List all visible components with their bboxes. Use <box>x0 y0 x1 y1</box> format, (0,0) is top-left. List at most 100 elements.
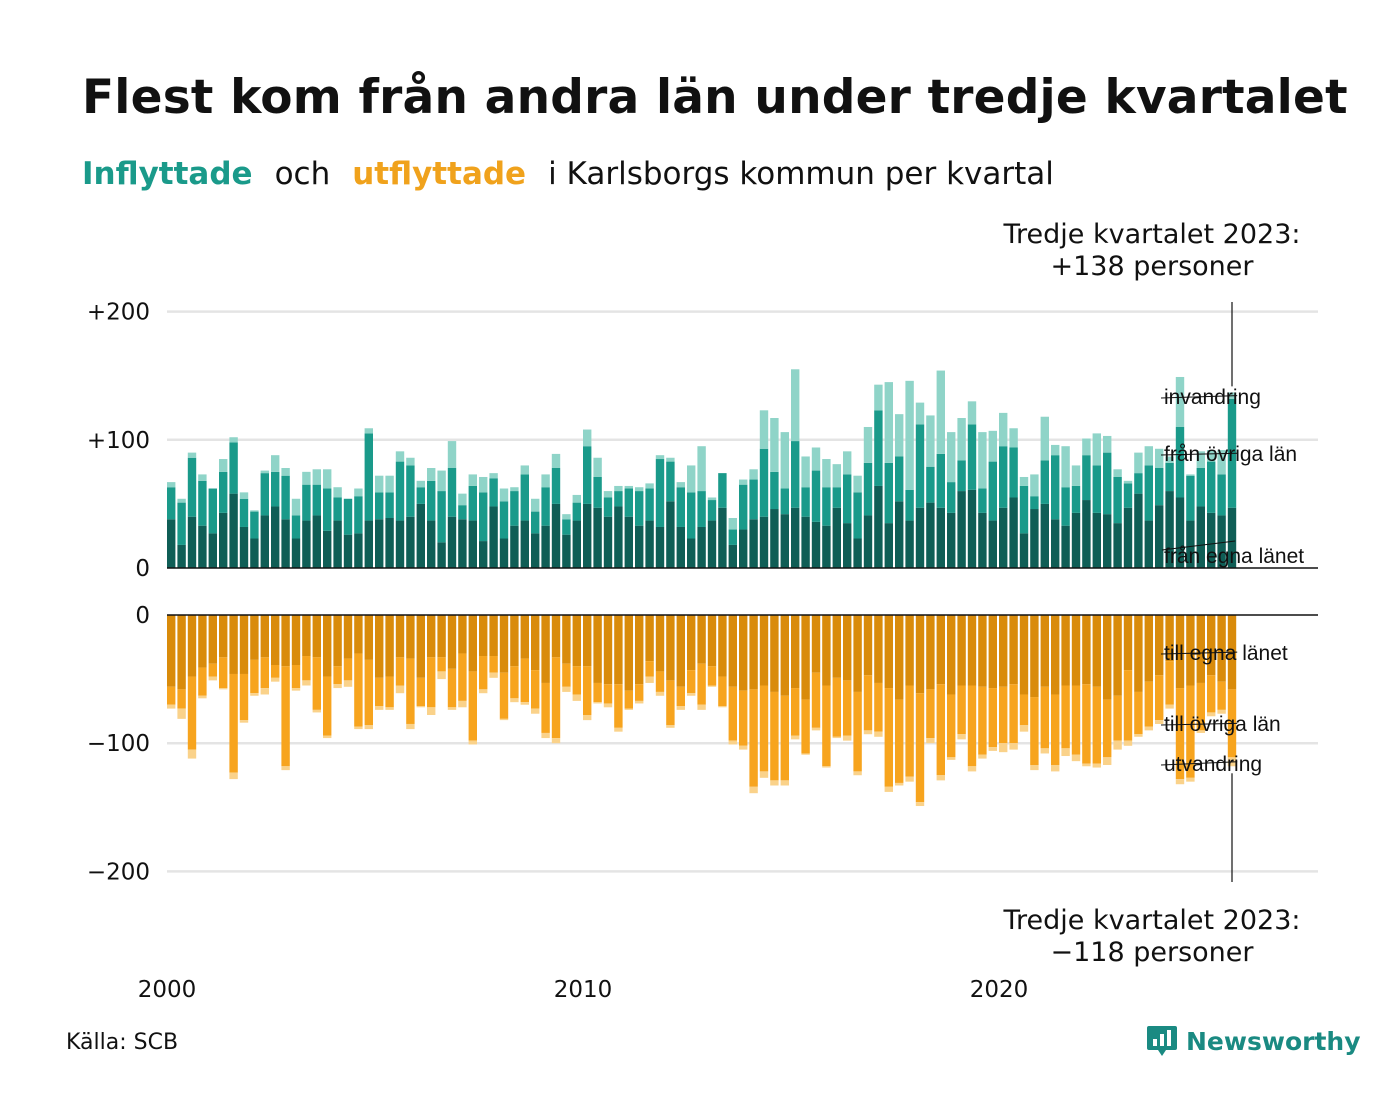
bar-out-egna <box>863 615 873 676</box>
bar-in-egna <box>510 525 519 568</box>
bar-in-egna <box>1009 497 1018 568</box>
bar-out-egna <box>749 615 758 690</box>
bar-in-invandring <box>676 482 685 488</box>
bar-out-ovriga <box>364 659 373 726</box>
bar-in-ovriga <box>822 487 831 526</box>
bar-in-ovriga <box>219 471 228 513</box>
bar-out-ovriga <box>739 690 748 746</box>
series-label-fran-egna-lanet: från egna länet <box>1164 545 1304 568</box>
bar-out-egna <box>988 615 997 689</box>
bar-out-egna <box>437 615 446 658</box>
bar-out-ovriga <box>603 684 613 704</box>
bar-out-utvandring <box>406 723 415 730</box>
bar-out-ovriga <box>791 688 800 736</box>
bar-out-ovriga <box>1061 685 1070 749</box>
bar-out-utvandring <box>551 738 561 744</box>
bar-in-invandring <box>364 428 373 434</box>
bar-out-ovriga <box>354 653 363 727</box>
bar-out-egna <box>999 615 1008 687</box>
bar-in-ovriga <box>967 424 977 490</box>
bar-in-ovriga <box>1082 455 1091 501</box>
bar-out-utvandring <box>978 754 987 759</box>
bar-out-egna <box>468 615 477 672</box>
bar-out-utvandring <box>562 686 571 692</box>
bar-in-invandring <box>635 487 644 492</box>
bar-out-egna <box>499 615 509 673</box>
bar-out-ovriga <box>1051 694 1060 765</box>
bar-out-egna <box>333 615 342 667</box>
bar-in-invandring <box>375 475 384 493</box>
bar-in-invandring <box>260 470 269 474</box>
bar-in-ovriga <box>1071 485 1081 513</box>
bar-in-invandring <box>1009 428 1018 448</box>
bar-in-egna <box>541 525 550 568</box>
bar-in-ovriga <box>343 498 353 535</box>
bar-in-invandring <box>1165 456 1174 463</box>
bar-in-ovriga <box>323 488 332 531</box>
bar-out-egna <box>531 615 540 671</box>
bar-out-egna <box>957 615 966 686</box>
bar-out-egna <box>312 615 321 658</box>
bar-in-egna <box>863 515 873 568</box>
bar-in-ovriga <box>988 461 997 521</box>
bar-in-egna <box>1207 512 1216 568</box>
bar-out-egna <box>354 615 363 654</box>
bar-out-ovriga <box>333 666 342 685</box>
bar-in-invandring <box>1030 474 1039 497</box>
bar-in-egna <box>853 538 862 568</box>
bar-out-ovriga <box>281 666 290 767</box>
bar-out-utvandring <box>739 745 748 750</box>
bar-out-egna <box>1186 615 1195 686</box>
bar-in-invandring <box>520 465 529 475</box>
bar-in-invandring <box>1071 465 1081 486</box>
bar-in-ovriga <box>1165 462 1174 492</box>
bar-in-ovriga <box>250 511 259 539</box>
bar-in-egna <box>562 534 571 568</box>
bar-out-ovriga <box>406 658 415 724</box>
bar-out-utvandring <box>759 771 769 778</box>
bar-out-egna <box>427 615 436 658</box>
bar-in-ovriga <box>1040 460 1049 504</box>
bar-in-ovriga <box>1019 485 1029 534</box>
bar-in-ovriga <box>1196 468 1205 507</box>
bar-in-ovriga <box>562 519 571 535</box>
bar-out-ovriga <box>614 684 623 728</box>
subtitle-and-word: och <box>274 156 331 192</box>
bar-out-ovriga <box>1040 686 1049 749</box>
bar-in-egna <box>1134 493 1143 568</box>
bar-out-ovriga <box>624 690 633 709</box>
bar-out-ovriga <box>687 670 696 694</box>
bar-out-utvandring <box>583 715 592 721</box>
bar-in-invandring <box>1217 450 1226 475</box>
bar-in-invandring <box>271 455 280 472</box>
bar-in-invandring <box>312 469 321 485</box>
bar-out-ovriga <box>551 657 561 739</box>
bar-out-ovriga <box>562 663 571 687</box>
bar-in-invandring <box>1196 451 1205 469</box>
bar-out-utvandring <box>323 735 332 739</box>
series-label-till-egna-lanet-connector <box>1160 651 1238 655</box>
bar-out-ovriga <box>1217 681 1226 710</box>
bar-out-ovriga <box>999 686 1008 744</box>
bar-out-utvandring <box>260 688 269 695</box>
bar-in-egna <box>198 525 207 568</box>
bar-in-invandring <box>1082 438 1091 456</box>
bar-in-egna <box>1175 497 1185 568</box>
bar-out-utvandring <box>780 780 789 786</box>
newsworthy-logo-text: Newsworthy <box>1186 1026 1361 1056</box>
bar-out-egna <box>1123 615 1133 671</box>
bar-out-ovriga <box>707 666 717 686</box>
bar-in-ovriga <box>593 476 602 508</box>
bar-out-ovriga <box>395 657 405 686</box>
bar-in-ovriga <box>375 492 384 520</box>
bar-out-ovriga <box>1196 682 1205 731</box>
bar-in-invandring <box>562 514 571 520</box>
bar-in-invandring <box>551 453 561 468</box>
bar-out-ovriga <box>583 666 592 715</box>
bar-in-ovriga <box>603 497 613 517</box>
bar-in-egna <box>1123 507 1133 568</box>
series-label-utvandring-connector <box>1160 761 1238 766</box>
bar-in-ovriga <box>801 487 810 517</box>
bar-out-egna <box>572 615 581 667</box>
bar-in-egna <box>219 512 228 568</box>
